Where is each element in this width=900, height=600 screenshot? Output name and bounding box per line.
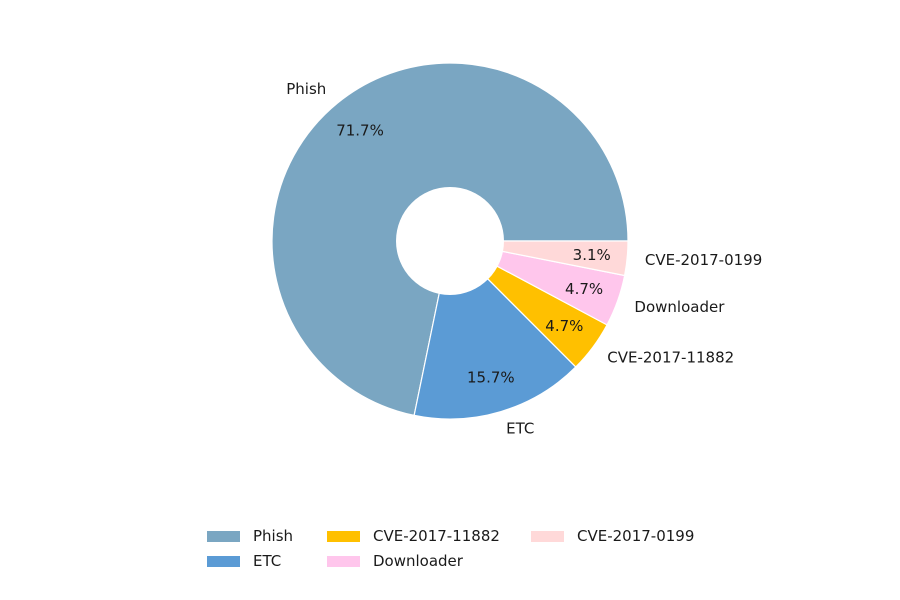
legend-item-etc: ETC: [207, 552, 281, 570]
labels-layer: 71.7% Phish 15.7% ETC 4.7% CVE-2017-11882 4.7%…: [286, 80, 762, 437]
legend-swatch-cve-2017-11882: [327, 531, 360, 542]
legend-swatch-etc: [207, 556, 240, 567]
pct-label-cve-2017-0199: 3.1%: [573, 246, 611, 264]
slice-label-cve-2017-0199: CVE-2017-0199: [645, 251, 762, 269]
legend-swatch-phish: [207, 531, 240, 542]
slice-label-phish: Phish: [286, 80, 326, 98]
legend-label-phish: Phish: [253, 527, 293, 545]
legend: Phish ETC CVE-2017-11882 Downloader CVE-2017…: [207, 527, 694, 570]
slice-label-etc: ETC: [506, 420, 534, 438]
legend-item-cve-2017-0199: CVE-2017-0199: [531, 527, 694, 545]
pct-label-etc: 15.7%: [467, 368, 515, 386]
legend-label-cve-2017-0199: CVE-2017-0199: [577, 527, 694, 545]
donut-hole: [396, 187, 504, 295]
slice-label-downloader: Downloader: [634, 298, 725, 316]
slice-label-cve-2017-11882: CVE-2017-11882: [607, 349, 734, 367]
pct-label-cve-2017-11882: 4.7%: [545, 317, 583, 335]
legend-item-phish: Phish: [207, 527, 293, 545]
pct-label-phish: 71.7%: [336, 122, 384, 140]
legend-swatch-cve-2017-0199: [531, 531, 564, 542]
legend-label-cve-2017-11882: CVE-2017-11882: [373, 527, 500, 545]
legend-label-etc: ETC: [253, 552, 281, 570]
legend-label-downloader: Downloader: [373, 552, 464, 570]
legend-item-downloader: Downloader: [327, 552, 464, 570]
pct-label-downloader: 4.7%: [565, 280, 603, 298]
legend-swatch-downloader: [327, 556, 360, 567]
legend-item-cve-2017-11882: CVE-2017-11882: [327, 527, 500, 545]
